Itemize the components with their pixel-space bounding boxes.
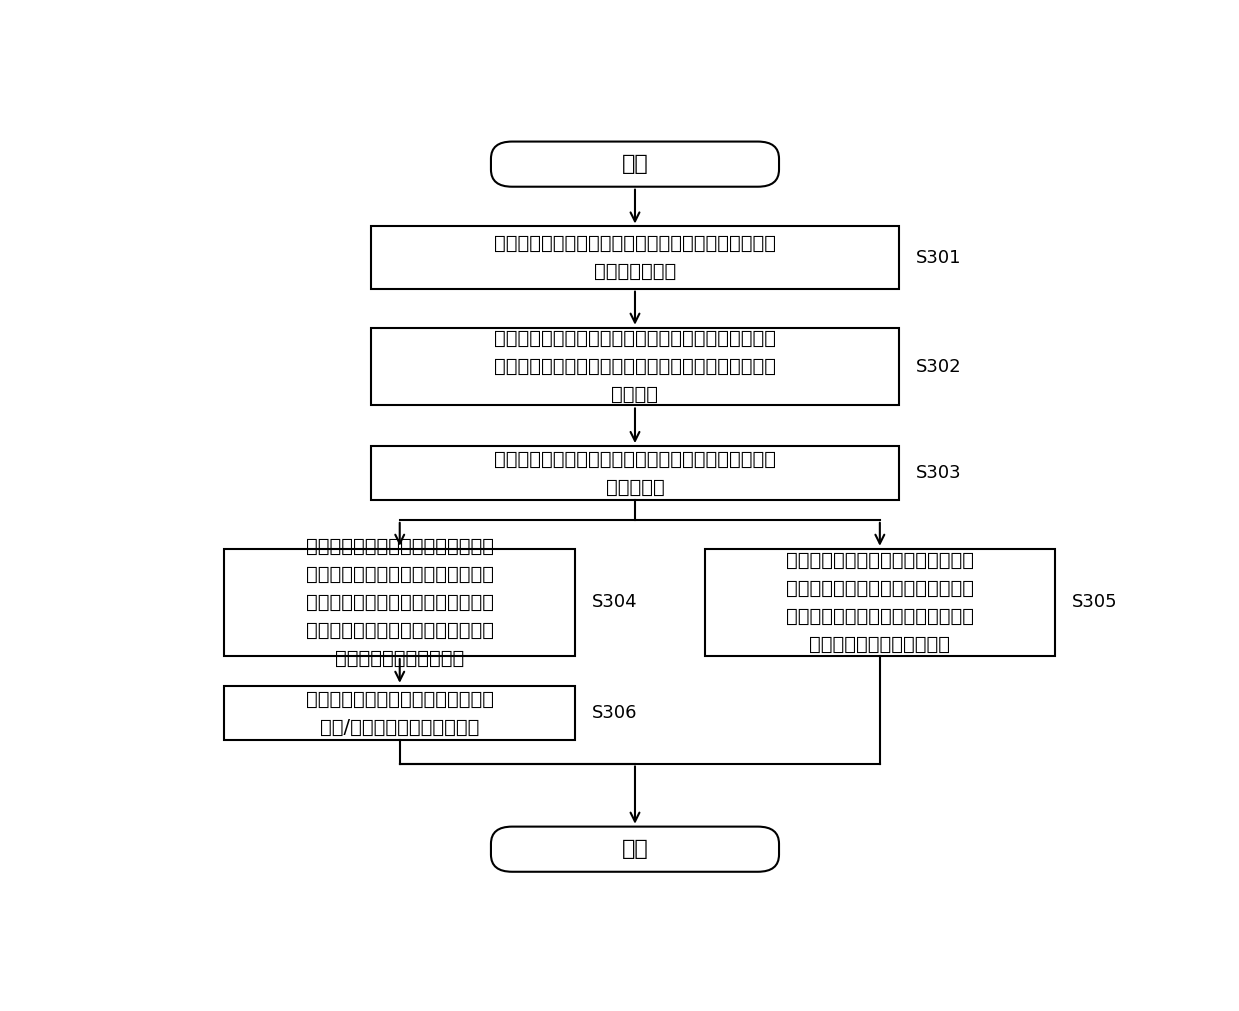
Text: 将目标基站位置设置为每一搭载有基站的第一类无人机
的目标位置: 将目标基站位置设置为每一搭载有基站的第一类无人机 的目标位置 [494,450,776,496]
Text: S305: S305 [1073,593,1118,612]
Bar [370,226,900,289]
Text: 当接收到区域变换指令时，根据区域变换指令确定目标
区域的位置信息: 当接收到区域变换指令时，根据区域变换指令确定目标 区域的位置信息 [494,235,776,281]
Text: 将目标区域设置为目标基站信号覆盖区域，并根据目标
区域的位置信息确定目标基站信号覆盖区域对应的目标
基站位置: 将目标区域设置为目标基站信号覆盖区域，并根据目标 区域的位置信息确定目标基站信号… [494,329,776,404]
Text: S301: S301 [917,249,961,267]
FancyBboxPatch shape [491,142,779,187]
Text: 开始: 开始 [622,154,648,174]
Text: 向每一第二类无人机同步发送移动路
径对应的移动指令，以使在第一类无
人机移动过程中第二类无人机与任一
第一类无人机保持相对静止: 向每一第二类无人机同步发送移动路 径对应的移动指令，以使在第一类无 人机移动过程… [786,551,974,654]
Text: 根据每一所述第一类无人机的所述目
标位置生成移动指令，并将所述移动
指令发送至相应的第一类无人机，以
便所述第一类无人机根据所述移动指
令移动至相应的目标位置: 根据每一所述第一类无人机的所述目 标位置生成移动指令，并将所述移动 指令发送至相… [306,537,493,668]
Text: S302: S302 [917,358,961,375]
FancyBboxPatch shape [491,827,779,871]
Bar [224,685,575,740]
Text: 结束: 结束 [622,839,648,859]
Bar [370,446,900,500]
Text: 对第一类无人机执行定位精度校准操
作和/或系统时钟信息校准操作: 对第一类无人机执行定位精度校准操 作和/或系统时钟信息校准操作 [306,690,493,736]
Text: S303: S303 [917,464,961,482]
Bar [370,328,900,405]
Bar [224,549,575,656]
Text: S304: S304 [592,593,638,612]
Text: S306: S306 [592,704,638,722]
Bar [705,549,1056,656]
